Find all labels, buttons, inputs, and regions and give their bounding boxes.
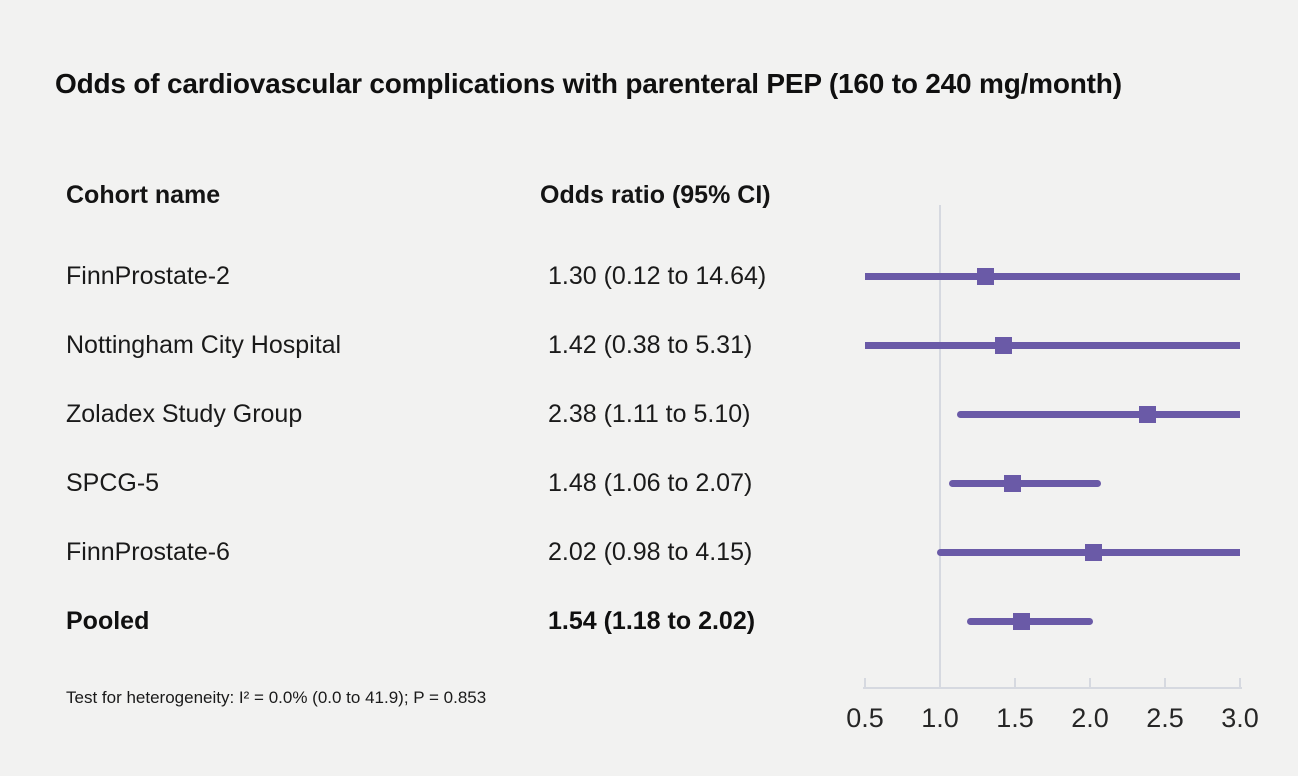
odds-ratio-marker: [1084, 543, 1102, 561]
cohort-label: SPCG-5: [66, 469, 160, 497]
x-axis-tick-label: 1.5: [996, 703, 1034, 733]
odds-ratio-marker: [1003, 474, 1021, 492]
cohort-label: FinnProstate-6: [66, 538, 230, 566]
odds-ratio-marker: [994, 336, 1012, 354]
confidence-interval-line: [865, 342, 1240, 349]
odds-ratio-value: 1.54 (1.18 to 2.02): [548, 607, 756, 635]
x-axis-line: [863, 687, 1242, 689]
x-axis-tick: [1014, 678, 1016, 687]
confidence-interval-line: [967, 618, 1093, 625]
odds-ratio-marker: [1138, 405, 1156, 423]
column-header-cohort: Cohort name: [66, 181, 221, 209]
x-axis-tick-label: 0.5: [846, 703, 884, 733]
confidence-interval-line: [956, 411, 1240, 418]
chart-title: Odds of cardiovascular complications wit…: [55, 68, 1122, 99]
heterogeneity-footnote: Test for heterogeneity: I² = 0.0% (0.0 t…: [66, 688, 487, 707]
pooled-estimate-marker: [1012, 612, 1030, 630]
odds-ratio-value: 2.02 (0.98 to 4.15): [548, 538, 753, 566]
x-axis-tick-label: 2.0: [1071, 703, 1109, 733]
odds-ratio-value: 2.38 (1.11 to 5.10): [548, 400, 751, 428]
x-axis-tick: [1239, 678, 1241, 687]
column-header-odds-ratio: Odds ratio (95% CI): [540, 181, 771, 209]
odds-ratio-value: 1.42 (0.38 to 5.31): [548, 331, 753, 359]
x-axis-tick: [1164, 678, 1166, 687]
odds-ratio-value: 1.48 (1.06 to 2.07): [548, 469, 753, 497]
odds-ratio-marker: [976, 267, 994, 285]
x-axis-tick-label: 2.5: [1146, 703, 1184, 733]
cohort-label: Nottingham City Hospital: [66, 331, 342, 359]
cohort-label: FinnProstate-2: [66, 262, 230, 290]
x-axis-tick-label: 3.0: [1221, 703, 1259, 733]
reference-line-or-1: [939, 205, 941, 689]
confidence-interval-line: [865, 273, 1240, 280]
confidence-interval-line: [949, 480, 1101, 487]
x-axis-tick-label: 1.0: [921, 703, 959, 733]
x-axis-tick: [1089, 678, 1091, 687]
x-axis-tick: [939, 678, 941, 687]
cohort-label: Pooled: [66, 607, 150, 635]
odds-ratio-value: 1.30 (0.12 to 14.64): [548, 262, 767, 290]
cohort-label: Zoladex Study Group: [66, 400, 303, 428]
x-axis-tick: [864, 678, 866, 687]
